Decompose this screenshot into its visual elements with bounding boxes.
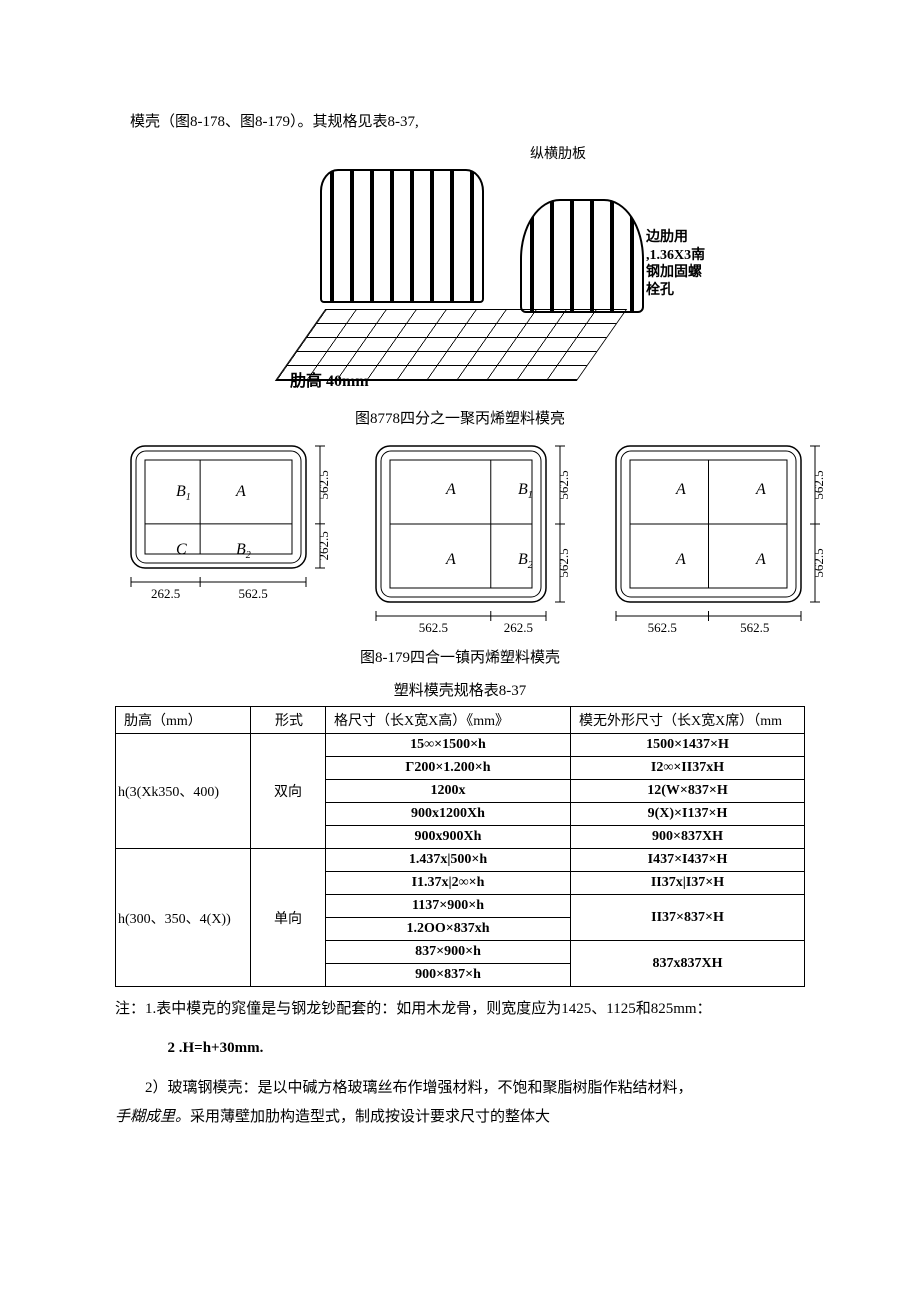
- svg-text:562.5: 562.5: [556, 548, 571, 577]
- fig179-panel-1: A B1 A B2 562.5 262.5 562.5 562.5: [370, 440, 580, 632]
- fig178-caption: 图8778四分之一聚丙烯塑料模亮: [115, 407, 805, 428]
- note-2: 2 .H=h+30mm.: [115, 1034, 805, 1063]
- spec-table: 肋高（mm） 形式 格尺寸（长X宽X高）《mm》 模无外形尺寸（长X宽X席）（m…: [115, 706, 805, 987]
- svg-text:562.5: 562.5: [648, 620, 677, 632]
- svg-text:A: A: [235, 483, 246, 500]
- svg-text:562.5: 562.5: [811, 470, 826, 499]
- svg-text:A: A: [675, 481, 686, 498]
- svg-text:562.5: 562.5: [811, 548, 826, 577]
- svg-text:A: A: [755, 481, 766, 498]
- th-form: 形式: [251, 707, 326, 734]
- svg-text:562.5: 562.5: [238, 586, 267, 598]
- svg-text:562.5: 562.5: [740, 620, 769, 632]
- th-rib: 肋高（mm）: [116, 707, 251, 734]
- svg-text:262.5: 262.5: [504, 620, 533, 632]
- fig179-caption: 图8-179四合一镇丙烯塑料模壳: [115, 646, 805, 667]
- svg-text:A: A: [755, 551, 766, 568]
- note-1: 注：1.表中模克的窕僮是与钢龙钞配套的：如用木龙骨，则宽度应为1425、1125…: [115, 995, 805, 1024]
- table-row: h(300、350、4(X)) 单向1.437x|500×hI437×I437×…: [116, 849, 805, 872]
- svg-text:262.5: 262.5: [316, 531, 331, 560]
- svg-text:A: A: [445, 551, 456, 568]
- fig178-label-bottom: 肋高 40mm: [290, 367, 369, 391]
- svg-text:B2: B2: [236, 541, 251, 561]
- svg-text:C: C: [176, 541, 187, 558]
- svg-text:562.5: 562.5: [316, 470, 331, 499]
- svg-text:B1: B1: [176, 483, 191, 503]
- table-row: h(3(Xk350、400) 双向 15∞×1500×h1500×1437×H: [116, 734, 805, 757]
- svg-text:562.5: 562.5: [556, 470, 571, 499]
- paragraph-2: 2）玻璃钢模壳：是以中碱方格玻璃丝布作增强材料，不饱和聚脂树脂作粘结材料，: [115, 1074, 805, 1103]
- fig179-panel-2: A A A A 562.5 562.5 562.5 562.5: [610, 440, 835, 632]
- fig179-panel-0: B1 A C B2 262.5 562.5 562.5 262.5: [125, 440, 340, 598]
- th-outer: 模无外形尺寸（长X宽X席）（mm: [571, 707, 805, 734]
- svg-text:262.5: 262.5: [151, 586, 180, 598]
- fig178-label-top: 纵横肋板: [530, 143, 586, 163]
- paragraph-2b: 手糊成里。采用薄壁加肋构造型式，制成按设计要求尺寸的整体大: [115, 1103, 805, 1132]
- figure-8-179: B1 A C B2 262.5 562.5 562.5 262.5 A B1 A B2 562.5 262…: [125, 440, 795, 632]
- table-title: 塑料模壳规格表8-37: [115, 679, 805, 700]
- intro-text: 模壳（图8-178、图8-179）。其规格见表8-37,: [115, 110, 805, 131]
- th-grid: 格尺寸（长X宽X高）《mm》: [326, 707, 571, 734]
- table-header-row: 肋高（mm） 形式 格尺寸（长X宽X高）《mm》 模无外形尺寸（长X宽X席）（m…: [116, 707, 805, 734]
- svg-text:A: A: [445, 481, 456, 498]
- svg-text:B1: B1: [518, 481, 533, 501]
- figure-8-178: 纵横肋板 边肋用 ,1.36X3南 钢加固螺 栓孔 肋高 40mm 图8778四…: [115, 149, 805, 428]
- svg-text:B2: B2: [518, 551, 533, 571]
- table-notes: 注：1.表中模克的窕僮是与钢龙钞配套的：如用木龙骨，则宽度应为1425、1125…: [115, 995, 805, 1062]
- svg-text:A: A: [675, 551, 686, 568]
- svg-text:562.5: 562.5: [419, 620, 448, 632]
- fig178-label-right: 边肋用 ,1.36X3南 钢加固螺 栓孔: [646, 229, 705, 299]
